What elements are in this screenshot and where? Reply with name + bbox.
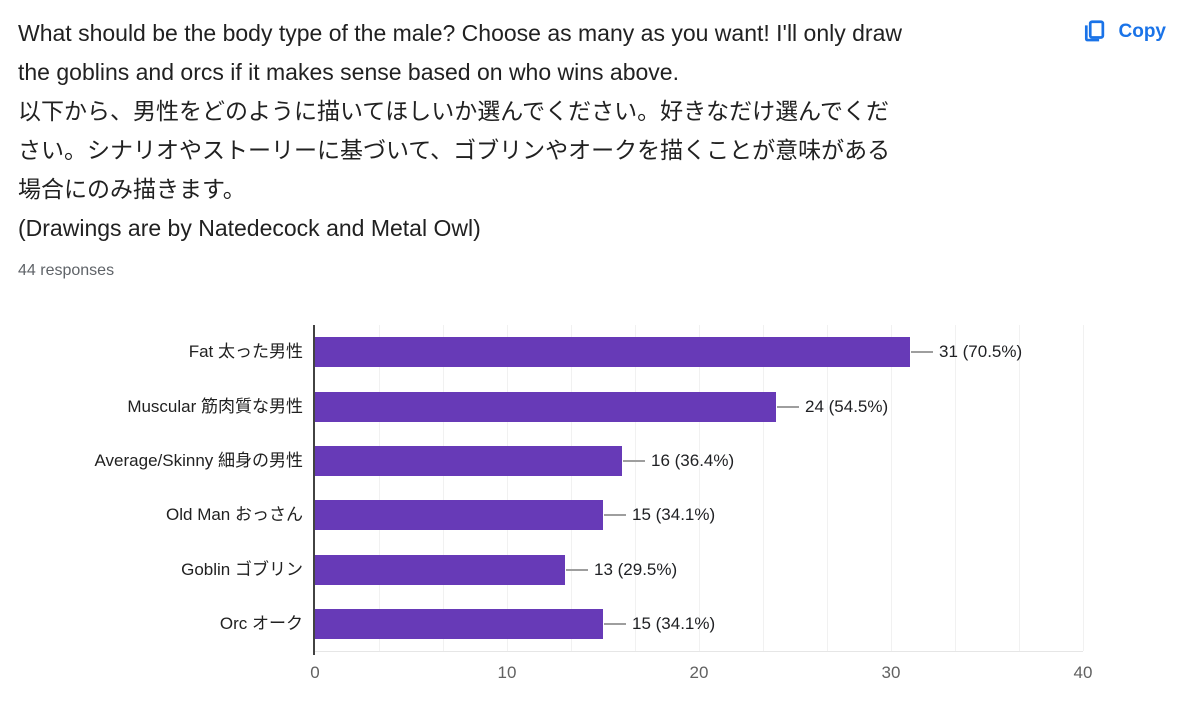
question-line: 場合にのみ描きます。 bbox=[18, 176, 246, 202]
question-line: the goblins and orcs if it makes sense b… bbox=[18, 59, 679, 85]
bar bbox=[315, 500, 603, 530]
bar-value-annotation: 24 (54.5%) bbox=[777, 392, 888, 422]
question-title: What should be the body type of the male… bbox=[18, 14, 902, 248]
gridline bbox=[571, 325, 572, 651]
bar-value-annotation: 31 (70.5%) bbox=[911, 337, 1022, 367]
question-line: (Drawings are by Natedecock and Metal Ow… bbox=[18, 215, 481, 241]
bar-chart: 31 (70.5%) 24 (54.5%) 16 (36.4%) 15 (34.1%)… bbox=[0, 310, 1200, 710]
bar bbox=[315, 446, 622, 476]
category-label: Orc オーク bbox=[219, 614, 303, 633]
question-line: What should be the body type of the male… bbox=[18, 20, 902, 46]
copy-icon bbox=[1080, 18, 1107, 45]
category-label: Muscular 筋肉質な男性 bbox=[127, 397, 303, 416]
annotation-text: 24 (54.5%) bbox=[805, 397, 889, 416]
bar bbox=[315, 392, 776, 422]
annotation-connector bbox=[777, 406, 799, 408]
annotation-text: 15 (34.1%) bbox=[632, 505, 716, 524]
responses-count: 44 responses bbox=[18, 262, 115, 279]
gridline bbox=[891, 325, 892, 651]
gridline bbox=[763, 325, 764, 651]
bar bbox=[315, 609, 603, 639]
annotation-connector bbox=[623, 460, 645, 462]
gridline bbox=[955, 325, 956, 651]
annotation-connector bbox=[911, 351, 933, 353]
x-axis-tick-label: 20 bbox=[689, 663, 709, 682]
category-label: Average/Skinny 細身の男性 bbox=[94, 451, 303, 470]
bar-value-annotation: 15 (34.1%) bbox=[604, 500, 715, 530]
copy-button[interactable]: Copy bbox=[1074, 14, 1173, 49]
copy-button-label: Copy bbox=[1118, 20, 1167, 42]
category-label: Goblin ゴブリン bbox=[181, 560, 303, 579]
x-axis-tick-label: 40 bbox=[1073, 663, 1093, 682]
plot-area: 31 (70.5%) 24 (54.5%) 16 (36.4%) 15 (34.1%)… bbox=[313, 325, 1084, 655]
x-axis-tick-label: 0 bbox=[310, 663, 320, 682]
annotation-text: 15 (34.1%) bbox=[632, 614, 716, 633]
category-label: Old Man おっさん bbox=[166, 505, 303, 524]
gridline bbox=[1083, 325, 1084, 651]
annotation-connector bbox=[604, 623, 626, 625]
bar-value-annotation: 15 (34.1%) bbox=[604, 609, 715, 639]
gridline bbox=[699, 325, 700, 651]
bar-value-annotation: 13 (29.5%) bbox=[566, 555, 677, 585]
annotation-text: 13 (29.5%) bbox=[594, 560, 678, 579]
question-line: 以下から、男性をどのように描いてほしいか選んでください。好きなだけ選んでくだ bbox=[18, 98, 890, 124]
annotation-connector bbox=[566, 569, 588, 571]
question-line: さい。シナリオやストーリーに基づいて、ゴブリンやオークを描くことが意味がある bbox=[18, 137, 891, 163]
gridline bbox=[443, 325, 444, 651]
gridline bbox=[827, 325, 828, 651]
x-axis-tick-label: 10 bbox=[497, 663, 517, 682]
category-label: Fat 太った男性 bbox=[188, 342, 303, 361]
annotation-text: 16 (36.4%) bbox=[651, 451, 735, 470]
gridline bbox=[635, 325, 636, 651]
annotation-text: 31 (70.5%) bbox=[939, 342, 1023, 361]
x-axis-tick-label: 30 bbox=[881, 663, 901, 682]
y-axis-baseline bbox=[313, 325, 315, 655]
annotation-connector bbox=[604, 514, 626, 516]
gridline bbox=[507, 325, 508, 651]
bar-value-annotation: 16 (36.4%) bbox=[623, 446, 734, 476]
bar bbox=[315, 555, 565, 585]
gridline bbox=[379, 325, 380, 651]
bar bbox=[315, 337, 910, 367]
gridline bbox=[1019, 325, 1020, 651]
